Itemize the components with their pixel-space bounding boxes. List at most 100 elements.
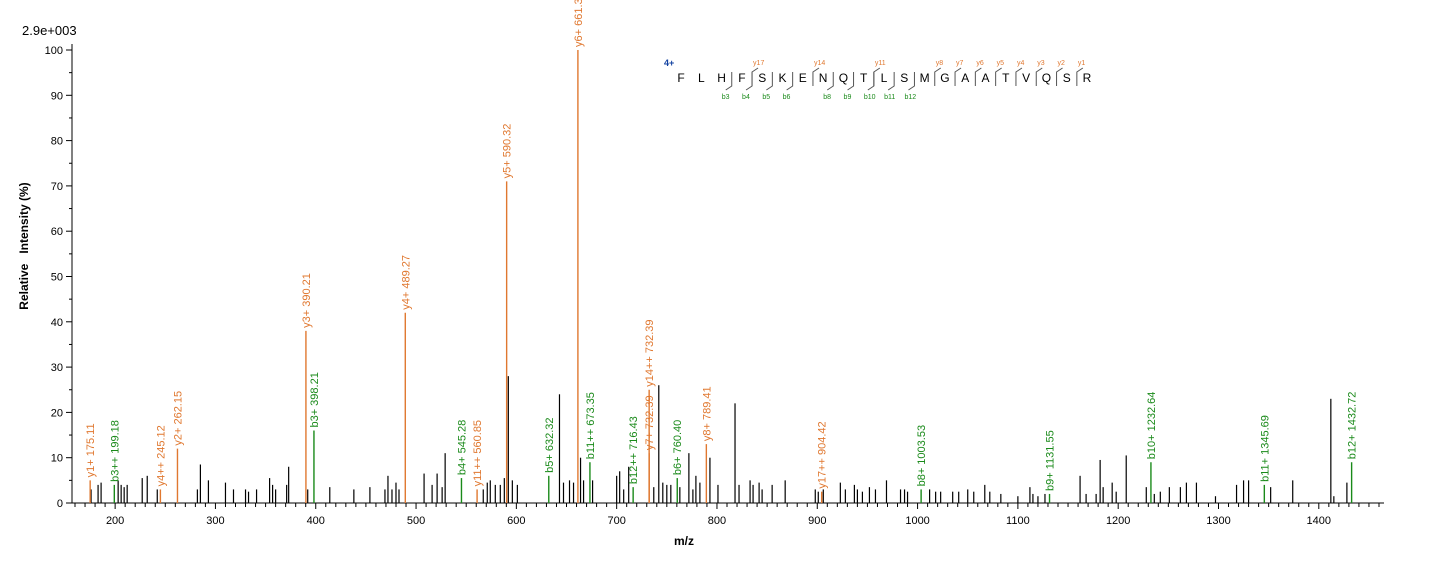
b-ion-cleavage-mark [847, 72, 855, 91]
x-tick-label: 300 [206, 515, 224, 527]
peak-label: b12+ 1432.72 [1347, 392, 1359, 460]
peak-label: b11+ 1345.69 [1259, 415, 1271, 482]
peptide-residue: M [920, 71, 930, 85]
peak-label: y4+ 489.27 [400, 255, 412, 310]
peak-label: y5+ 590.32 [502, 124, 514, 179]
y-ion-label: y1 [1078, 60, 1086, 67]
peak-label: y2+ 262.15 [172, 391, 184, 446]
x-axis-title: m/z [674, 534, 694, 548]
peptide-residue: T [860, 71, 868, 85]
x-tick-label: 1400 [1307, 515, 1331, 527]
peptide-residue: R [1083, 71, 1092, 85]
peak-label: y6+ 661.36 [573, 0, 585, 47]
peptide-residue: N [819, 71, 828, 85]
peptide-residue: L [881, 71, 888, 85]
y-tick-label: 20 [51, 407, 63, 419]
y-ion-cleavage-mark [812, 67, 820, 86]
y-ion-cleavage-mark [1035, 67, 1043, 86]
peptide-residue: Q [839, 71, 848, 85]
peak-label: b3++ 199.18 [109, 420, 121, 482]
b-ion-label: b3 [722, 94, 730, 101]
peak-label: b8+ 1003.53 [916, 425, 928, 486]
y-tick-label: 30 [51, 362, 63, 374]
peptide-residue: F [677, 71, 684, 85]
peak-label: b5+ 632.32 [544, 417, 556, 472]
max-intensity-label: 2.9e+003 [22, 23, 77, 38]
b-ion-label: b11 [884, 94, 895, 101]
x-tick-label: 200 [106, 515, 124, 527]
peak-label: b3+ 398.21 [309, 372, 321, 427]
peak-label: y8+ 789.41 [701, 386, 713, 441]
x-tick-label: 400 [307, 515, 325, 527]
peak-label: y7+ 732.39 [644, 395, 656, 450]
y-ion-label: y5 [997, 60, 1005, 67]
peptide-residue: F [738, 71, 745, 85]
b-ion-label: b10 [864, 94, 876, 101]
peptide-residue: G [940, 71, 949, 85]
y-ion-cleavage-mark [1015, 67, 1023, 86]
y-ion-label: y8 [936, 60, 944, 67]
b-ion-cleavage-mark [826, 72, 834, 91]
x-tick-label: 500 [407, 515, 425, 527]
y-ion-label: y11 [875, 60, 886, 67]
y-tick-label: 80 [51, 136, 63, 148]
peak-label: y14++ 732.39 [644, 319, 656, 386]
b-ion-cleavage-mark [908, 72, 915, 91]
peak-label: y17++ 904.42 [817, 421, 829, 488]
y-tick-label: 10 [51, 453, 63, 465]
peak-label: b9+ 1131.55 [1045, 430, 1057, 491]
y-ion-label: y7 [956, 60, 964, 67]
b-ion-label: b6 [783, 94, 791, 101]
x-tick-label: 600 [507, 515, 525, 527]
y-ion-cleavage-mark [1076, 67, 1084, 86]
peak-label: b10+ 1232.64 [1146, 392, 1158, 460]
x-tick-label: 1000 [905, 515, 929, 527]
peak-label: b6+ 760.40 [672, 420, 684, 475]
x-tick-label: 1200 [1106, 515, 1130, 527]
y-ion-cleavage-mark [954, 67, 962, 86]
peak-label: y11++ 560.85 [472, 420, 484, 486]
y-tick-label: 50 [51, 272, 63, 284]
peak-label: b11++ 673.35 [585, 392, 597, 459]
x-tick-label: 900 [808, 515, 826, 527]
y-ion-label: y2 [1058, 60, 1066, 67]
charge-state-label: 4+ [664, 58, 674, 68]
peptide-residue: E [799, 71, 807, 85]
y-tick-label: 40 [51, 317, 63, 329]
y-tick-label: 90 [51, 90, 63, 102]
b-ion-cleavage-mark [887, 72, 895, 91]
y-ion-cleavage-mark [934, 67, 942, 86]
x-tick-label: 800 [708, 515, 726, 527]
peptide-residue: T [1002, 71, 1010, 85]
peptide-residue: A [981, 71, 989, 85]
y-tick-label: 60 [51, 226, 63, 238]
x-tick-label: 1300 [1206, 515, 1230, 527]
peptide-residue: L [698, 71, 705, 85]
peak-label: y4++ 245.12 [155, 425, 167, 486]
b-ion-cleavage-mark [745, 72, 753, 91]
b-ion-cleavage-mark [786, 72, 794, 91]
peptide-residue: S [1063, 71, 1071, 85]
y-ion-label: y4 [1017, 60, 1024, 67]
peak-label: y3+ 390.21 [301, 273, 313, 328]
b-ion-label: b5 [762, 94, 770, 101]
y-ion-label: y6 [976, 60, 984, 67]
peak-label: y1+ 175.11 [85, 423, 97, 477]
b-ion-label: b8 [823, 94, 831, 101]
y-ion-cleavage-mark [751, 67, 759, 86]
b-ion-label: b4 [742, 94, 750, 101]
peptide-residue: H [717, 71, 726, 85]
peak-label: b12++ 716.43 [628, 416, 640, 484]
y-ion-cleavage-mark [974, 67, 982, 86]
peptide-residue: Q [1042, 71, 1051, 85]
x-tick-label: 700 [607, 515, 625, 527]
y-tick-label: 70 [51, 181, 63, 193]
y-ion-cleavage-mark [873, 67, 881, 86]
y-ion-label: y17 [753, 60, 764, 67]
y-ion-cleavage-mark [995, 67, 1002, 86]
x-tick-label: 1100 [1006, 515, 1030, 527]
y-axis-title: Relative Intensity (%) [17, 182, 31, 309]
peptide-residue: S [900, 71, 908, 85]
peptide-residue: A [961, 71, 969, 85]
